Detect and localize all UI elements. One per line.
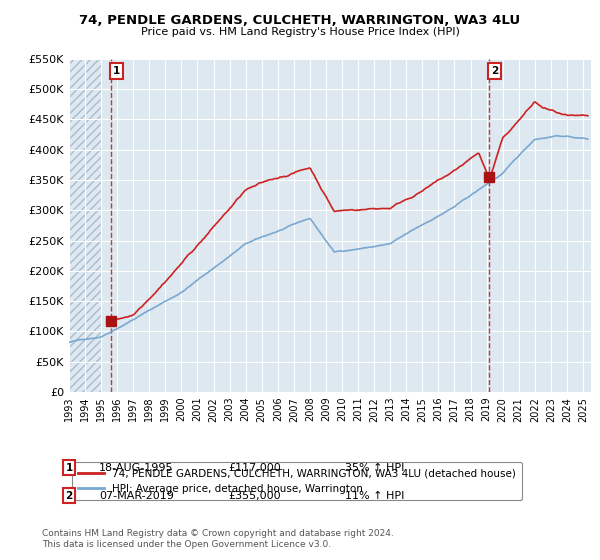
Text: 35% ↑ HPI: 35% ↑ HPI <box>345 463 404 473</box>
Text: 2: 2 <box>491 66 499 76</box>
Text: £355,000: £355,000 <box>228 491 281 501</box>
Text: £117,000: £117,000 <box>228 463 281 473</box>
Text: Contains HM Land Registry data © Crown copyright and database right 2024.
This d: Contains HM Land Registry data © Crown c… <box>42 529 394 549</box>
Text: 2: 2 <box>65 491 73 501</box>
Text: 18-AUG-1995: 18-AUG-1995 <box>99 463 173 473</box>
Text: 74, PENDLE GARDENS, CULCHETH, WARRINGTON, WA3 4LU: 74, PENDLE GARDENS, CULCHETH, WARRINGTON… <box>79 14 521 27</box>
Text: 11% ↑ HPI: 11% ↑ HPI <box>345 491 404 501</box>
Text: 1: 1 <box>65 463 73 473</box>
Text: Price paid vs. HM Land Registry's House Price Index (HPI): Price paid vs. HM Land Registry's House … <box>140 27 460 37</box>
Bar <box>69 59 101 392</box>
Text: 1: 1 <box>113 66 120 76</box>
Text: 07-MAR-2019: 07-MAR-2019 <box>99 491 174 501</box>
Legend: 74, PENDLE GARDENS, CULCHETH, WARRINGTON, WA3 4LU (detached house), HPI: Average: 74, PENDLE GARDENS, CULCHETH, WARRINGTON… <box>71 462 523 500</box>
